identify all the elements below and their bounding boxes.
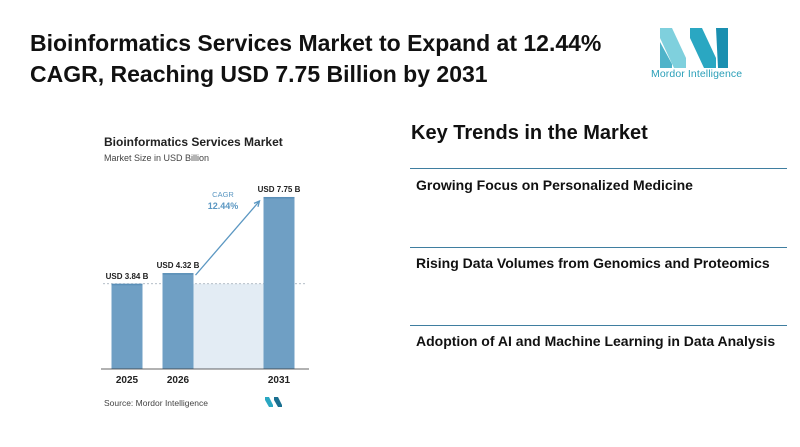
x-tick-label: 2025 [116, 375, 139, 386]
bar-value-label: USD 7.75 B [258, 185, 301, 194]
mordor-intelligence-logo [660, 28, 728, 68]
trend-item: Growing Focus on Personalized Medicine [416, 177, 693, 193]
chart-title: Bioinformatics Services Market [104, 135, 283, 149]
logo-mid-shape [690, 28, 716, 68]
cagr-arrow-line [195, 200, 260, 276]
bar-top-2026 [162, 273, 194, 275]
bar-2025 [111, 283, 143, 369]
market-size-chart: USD 3.84 B 2025 USD 4.32 B 2026 USD 7.75 B 20… [101, 185, 309, 386]
trends-title: Key Trends in the Market [411, 122, 648, 144]
mini-logo-icon [265, 397, 282, 407]
x-tick-label: 2031 [268, 375, 291, 386]
chart-subtitle: Market Size in USD Billion [104, 153, 210, 163]
x-tick-label: 2026 [167, 375, 190, 386]
cagr-arrow-head [253, 199, 261, 207]
trend-divider [410, 325, 787, 326]
growth-band [193, 283, 264, 369]
bar-top-2025 [111, 283, 143, 286]
cagr-value: 12.44% [208, 201, 239, 211]
cagr-label: CAGR [212, 190, 234, 199]
trend-divider [410, 168, 787, 169]
trend-item: Rising Data Volumes from Genomics and Pr… [416, 255, 770, 271]
logo-text: Mordor Intelligence [651, 68, 743, 80]
chart-source: Source: Mordor Intelligence [104, 398, 208, 408]
logo-left-bar [660, 42, 672, 68]
headline: Bioinformatics Services Market to Expand… [30, 30, 602, 87]
bar-top-2031 [263, 196, 295, 199]
bar-value-label: USD 3.84 B [106, 272, 149, 281]
bar-2031 [263, 196, 295, 369]
trend-divider [410, 247, 787, 248]
logo-left-shape [660, 28, 686, 68]
bar-2026 [162, 273, 194, 369]
trend-item: Adoption of AI and Machine Learning in D… [416, 333, 776, 349]
logo-right-shape [716, 28, 728, 68]
bar-value-label: USD 4.32 B [157, 261, 200, 270]
